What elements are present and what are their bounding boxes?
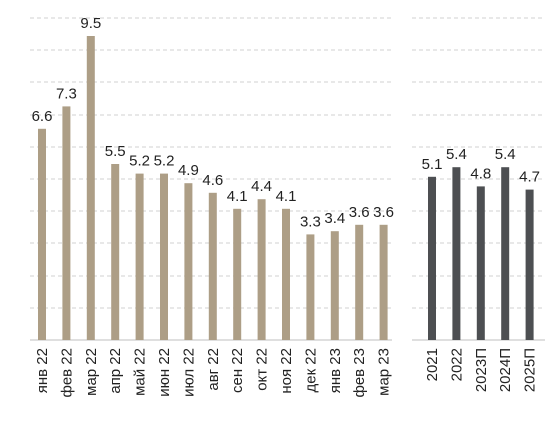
bar (452, 167, 461, 340)
category-label: апр 22 (107, 348, 124, 394)
bar (330, 231, 339, 340)
value-label: 5.5 (105, 143, 126, 160)
value-label: 4.9 (178, 162, 199, 179)
value-label: 4.4 (251, 178, 272, 195)
value-label: 5.4 (495, 146, 516, 163)
bar (111, 164, 120, 340)
bar (233, 208, 242, 340)
value-label: 6.6 (32, 108, 53, 125)
category-label: май 22 (132, 348, 149, 396)
bar (184, 183, 193, 340)
value-label: 5.1 (422, 156, 443, 173)
category-label: 2023П (473, 348, 490, 392)
value-label: 5.2 (129, 153, 150, 170)
category-label: окт 22 (254, 348, 271, 391)
bar (282, 208, 290, 340)
value-label: 4.8 (470, 165, 491, 182)
category-label: 2022 (448, 348, 465, 381)
value-label: 3.6 (373, 204, 394, 221)
category-label: фев 23 (351, 348, 368, 398)
category-label: июл 22 (180, 348, 197, 397)
category-label: дек 22 (302, 348, 319, 393)
category-label: фев 22 (58, 348, 75, 398)
value-label: 4.7 (519, 169, 540, 186)
bar (135, 173, 144, 340)
category-label: сен 22 (229, 348, 246, 393)
category-label: янв 22 (34, 348, 51, 393)
category-labels: янв 22 фев 22 мар 22 апр 22 май 22 июн 22 июл … (34, 348, 539, 398)
bar (38, 128, 46, 340)
category-label: 2021 (424, 348, 441, 381)
value-label: 3.6 (349, 204, 370, 221)
value-label: 9.5 (80, 15, 101, 32)
value-label: 5.4 (446, 146, 467, 163)
value-label: 7.3 (56, 85, 77, 102)
bar (525, 189, 534, 340)
value-label: 3.3 (300, 213, 321, 230)
bar (257, 199, 266, 340)
value-label: 4.6 (202, 172, 223, 189)
bar (379, 224, 388, 340)
value-label: 3.4 (324, 210, 345, 227)
category-label: ноя 22 (278, 348, 295, 394)
value-label: 4.1 (276, 188, 297, 205)
category-label: янв 23 (327, 348, 344, 393)
bar (501, 167, 510, 340)
value-label: 4.1 (227, 188, 248, 205)
category-label: 2024П (497, 348, 514, 392)
category-label: мар 23 (376, 348, 393, 396)
bar (160, 173, 168, 340)
bar (428, 176, 436, 340)
category-label: 2025П (522, 348, 539, 392)
bar (355, 224, 364, 340)
bars (38, 36, 534, 341)
category-label: авг 22 (205, 348, 222, 391)
category-label: мар 22 (83, 348, 100, 396)
value-label: 5.2 (154, 153, 175, 170)
bar (208, 192, 217, 340)
value-labels: 6.67.39.55.55.2 5.24.94.64.14.44.13.3 3.4 3… (32, 15, 540, 230)
category-label: июн 22 (156, 348, 173, 397)
bar (476, 186, 485, 340)
bar (62, 106, 71, 341)
bar (86, 36, 95, 340)
bar (306, 234, 315, 340)
